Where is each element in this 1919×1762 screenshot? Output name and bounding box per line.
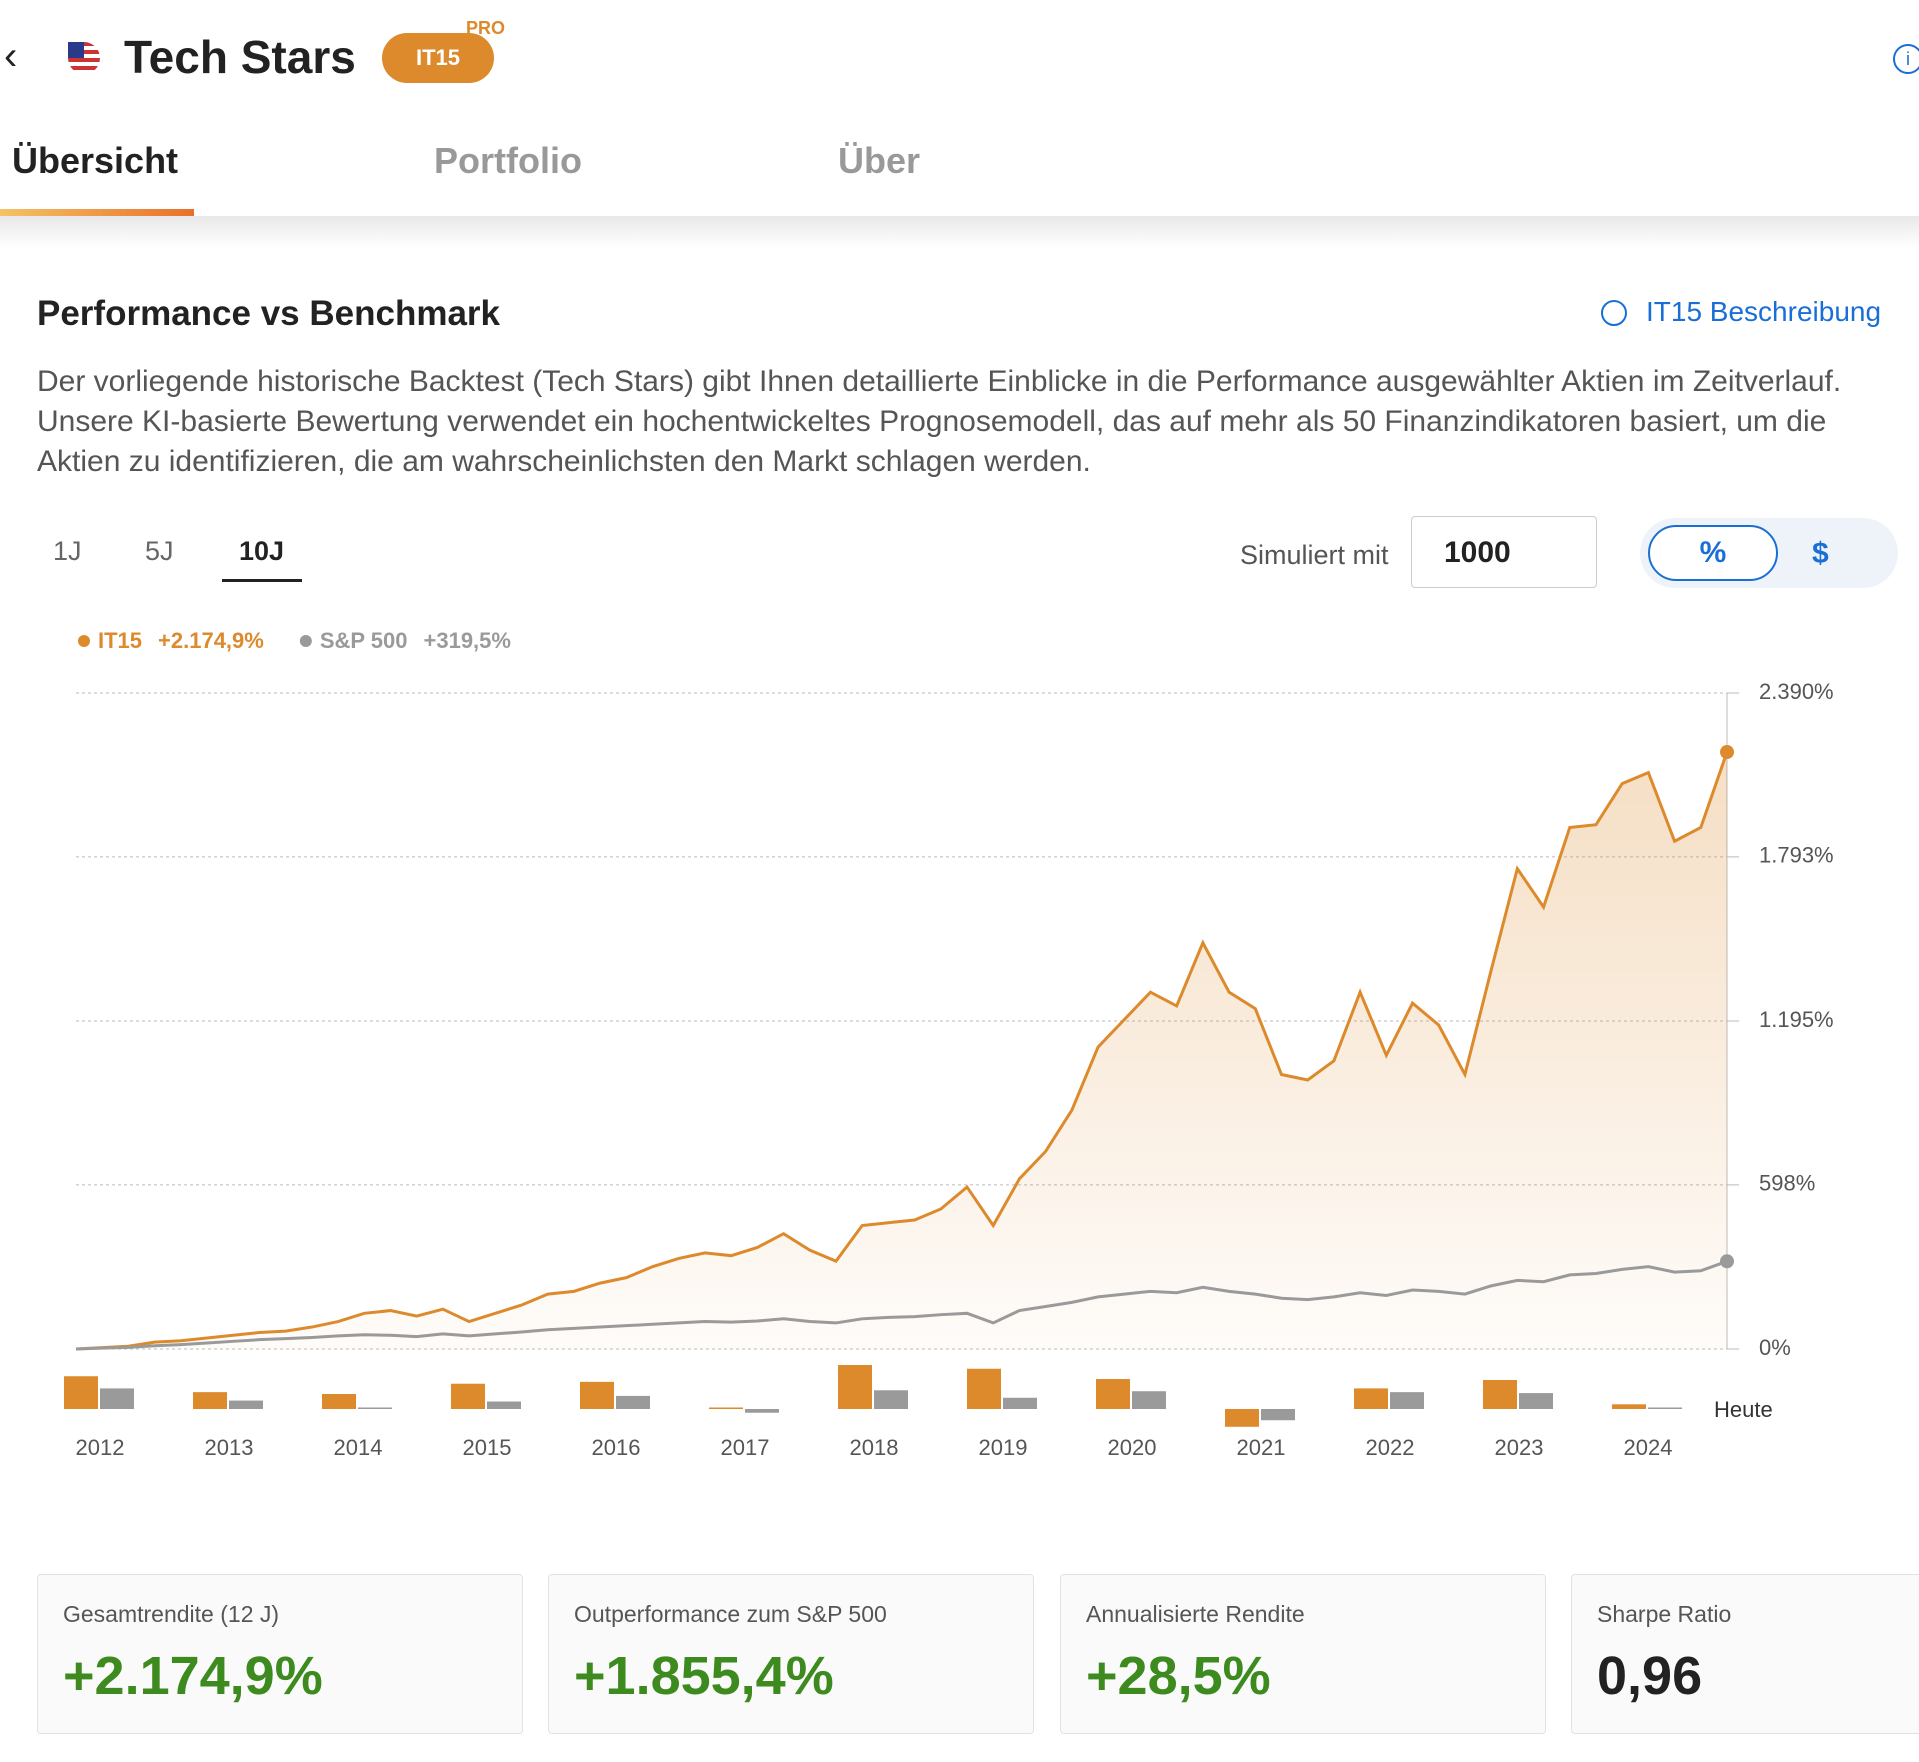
y-tick-label: 598% — [1759, 1171, 1815, 1196]
x-tick-label: 2017 — [721, 1435, 770, 1460]
stat-label: Annualisierte Rendite — [1086, 1601, 1305, 1627]
stat-card: Sharpe Ratio 0,96 — [1571, 1574, 1919, 1734]
x-tick-label: 2024 — [1624, 1435, 1673, 1460]
bar — [1225, 1409, 1259, 1427]
bar — [874, 1390, 908, 1409]
end-point — [1720, 1254, 1734, 1269]
divider — [0, 216, 1919, 248]
bar — [1483, 1379, 1517, 1409]
stat-value: 0,96 — [1597, 1646, 1703, 1706]
bar — [1261, 1409, 1295, 1421]
pro-label: PRO — [466, 18, 506, 38]
stat-label: Gesamtrendite (12 J) — [63, 1601, 280, 1627]
tab[interactable]: Über — [838, 140, 921, 181]
amount-input[interactable]: 1000 — [1411, 516, 1597, 588]
bar — [1612, 1404, 1646, 1409]
tab[interactable]: Portfolio — [434, 140, 582, 181]
bar — [487, 1401, 521, 1409]
badge: IT15 — [382, 33, 494, 83]
x-tick-label: 2012 — [76, 1435, 125, 1460]
period-tab[interactable]: 5J — [145, 536, 174, 566]
x-tick-label: 2020 — [1108, 1435, 1157, 1460]
simulate-label: Simuliert mit — [1240, 540, 1389, 570]
y-tick-label: 1.793% — [1759, 843, 1834, 868]
y-tick-label: 1.195% — [1759, 1007, 1834, 1032]
stat-label: Sharpe Ratio — [1597, 1601, 1732, 1627]
x-tick-label: 2021 — [1237, 1435, 1286, 1460]
bar — [358, 1407, 392, 1409]
back-button[interactable]: ‹ — [4, 34, 18, 78]
bar — [322, 1394, 356, 1409]
bar — [745, 1409, 779, 1413]
description-link[interactable]: IT15 Beschreibung — [1646, 296, 1882, 327]
stat-value: +2.174,9% — [63, 1646, 323, 1706]
bar — [229, 1400, 263, 1409]
bar — [451, 1383, 485, 1409]
tab-indicator — [0, 209, 194, 216]
link-icon — [1601, 300, 1627, 326]
section-title: Performance vs Benchmark — [37, 294, 500, 333]
x-tick-label: 2022 — [1366, 1435, 1415, 1460]
legend-dot — [78, 635, 90, 647]
end-label: Heute — [1714, 1397, 1773, 1422]
bar — [838, 1365, 872, 1409]
bar — [1132, 1391, 1166, 1409]
info-button[interactable]: i — [1893, 44, 1919, 74]
flag-canton — [68, 42, 84, 58]
stat-card: Annualisierte Rendite +28,5% — [1060, 1574, 1546, 1734]
unit-option[interactable]: % — [1648, 525, 1778, 581]
y-tick-label: 0% — [1759, 1335, 1791, 1360]
line — [75, 1259, 1728, 1351]
legend-total: +319,5% — [424, 628, 511, 653]
title: Tech Stars — [124, 31, 356, 83]
bar — [967, 1368, 1001, 1409]
stat-value: +28,5% — [1086, 1646, 1271, 1706]
bar — [64, 1376, 98, 1409]
period-tab[interactable]: 10J — [239, 536, 285, 566]
end-point — [1720, 745, 1734, 760]
x-tick-label: 2013 — [205, 1435, 254, 1460]
bar — [193, 1392, 227, 1409]
bar — [1648, 1407, 1682, 1409]
stat-card: Gesamtrendite (12 J) +2.174,9% — [37, 1574, 523, 1734]
y-tick-label: 2.390% — [1759, 679, 1834, 704]
bar — [1096, 1379, 1130, 1409]
x-tick-label: 2023 — [1495, 1435, 1544, 1460]
stat-card: Outperformance zum S&P 500 +1.855,4% — [548, 1574, 1034, 1734]
legend-dot — [299, 635, 312, 647]
bar — [100, 1388, 134, 1409]
legend-name: IT15 — [98, 628, 142, 653]
bar — [1390, 1392, 1424, 1409]
stat-label: Outperformance zum S&P 500 — [574, 1601, 887, 1627]
legend-name: S&P 500 — [320, 628, 408, 653]
unit-option[interactable]: $ — [1812, 537, 1829, 570]
period-indicator — [222, 579, 302, 582]
x-tick-label: 2016 — [592, 1435, 641, 1460]
line — [75, 751, 1729, 1351]
stat-value: +1.855,4% — [574, 1646, 834, 1706]
tab[interactable]: Übersicht — [12, 140, 179, 181]
flag-icon — [68, 42, 100, 74]
bar — [616, 1395, 650, 1409]
x-tick-label: 2019 — [979, 1435, 1028, 1460]
x-tick-label: 2015 — [463, 1435, 512, 1460]
description: Der vorliegende historische Backtest (Te… — [37, 365, 1842, 478]
bar — [709, 1407, 743, 1409]
bar — [580, 1381, 614, 1409]
bar — [1354, 1388, 1388, 1409]
legend-total: +2.174,9% — [158, 628, 264, 653]
x-tick-label: 2018 — [850, 1435, 899, 1460]
x-tick-label: 2014 — [334, 1435, 383, 1460]
bar — [1003, 1397, 1037, 1409]
period-tab[interactable]: 1J — [53, 536, 82, 566]
area — [76, 752, 1727, 1349]
bar — [1519, 1393, 1553, 1409]
chart: 0% 598% 1.195% 1.793% 2.390% IT15 +2.174,9% S&P… — [64, 628, 1834, 1460]
